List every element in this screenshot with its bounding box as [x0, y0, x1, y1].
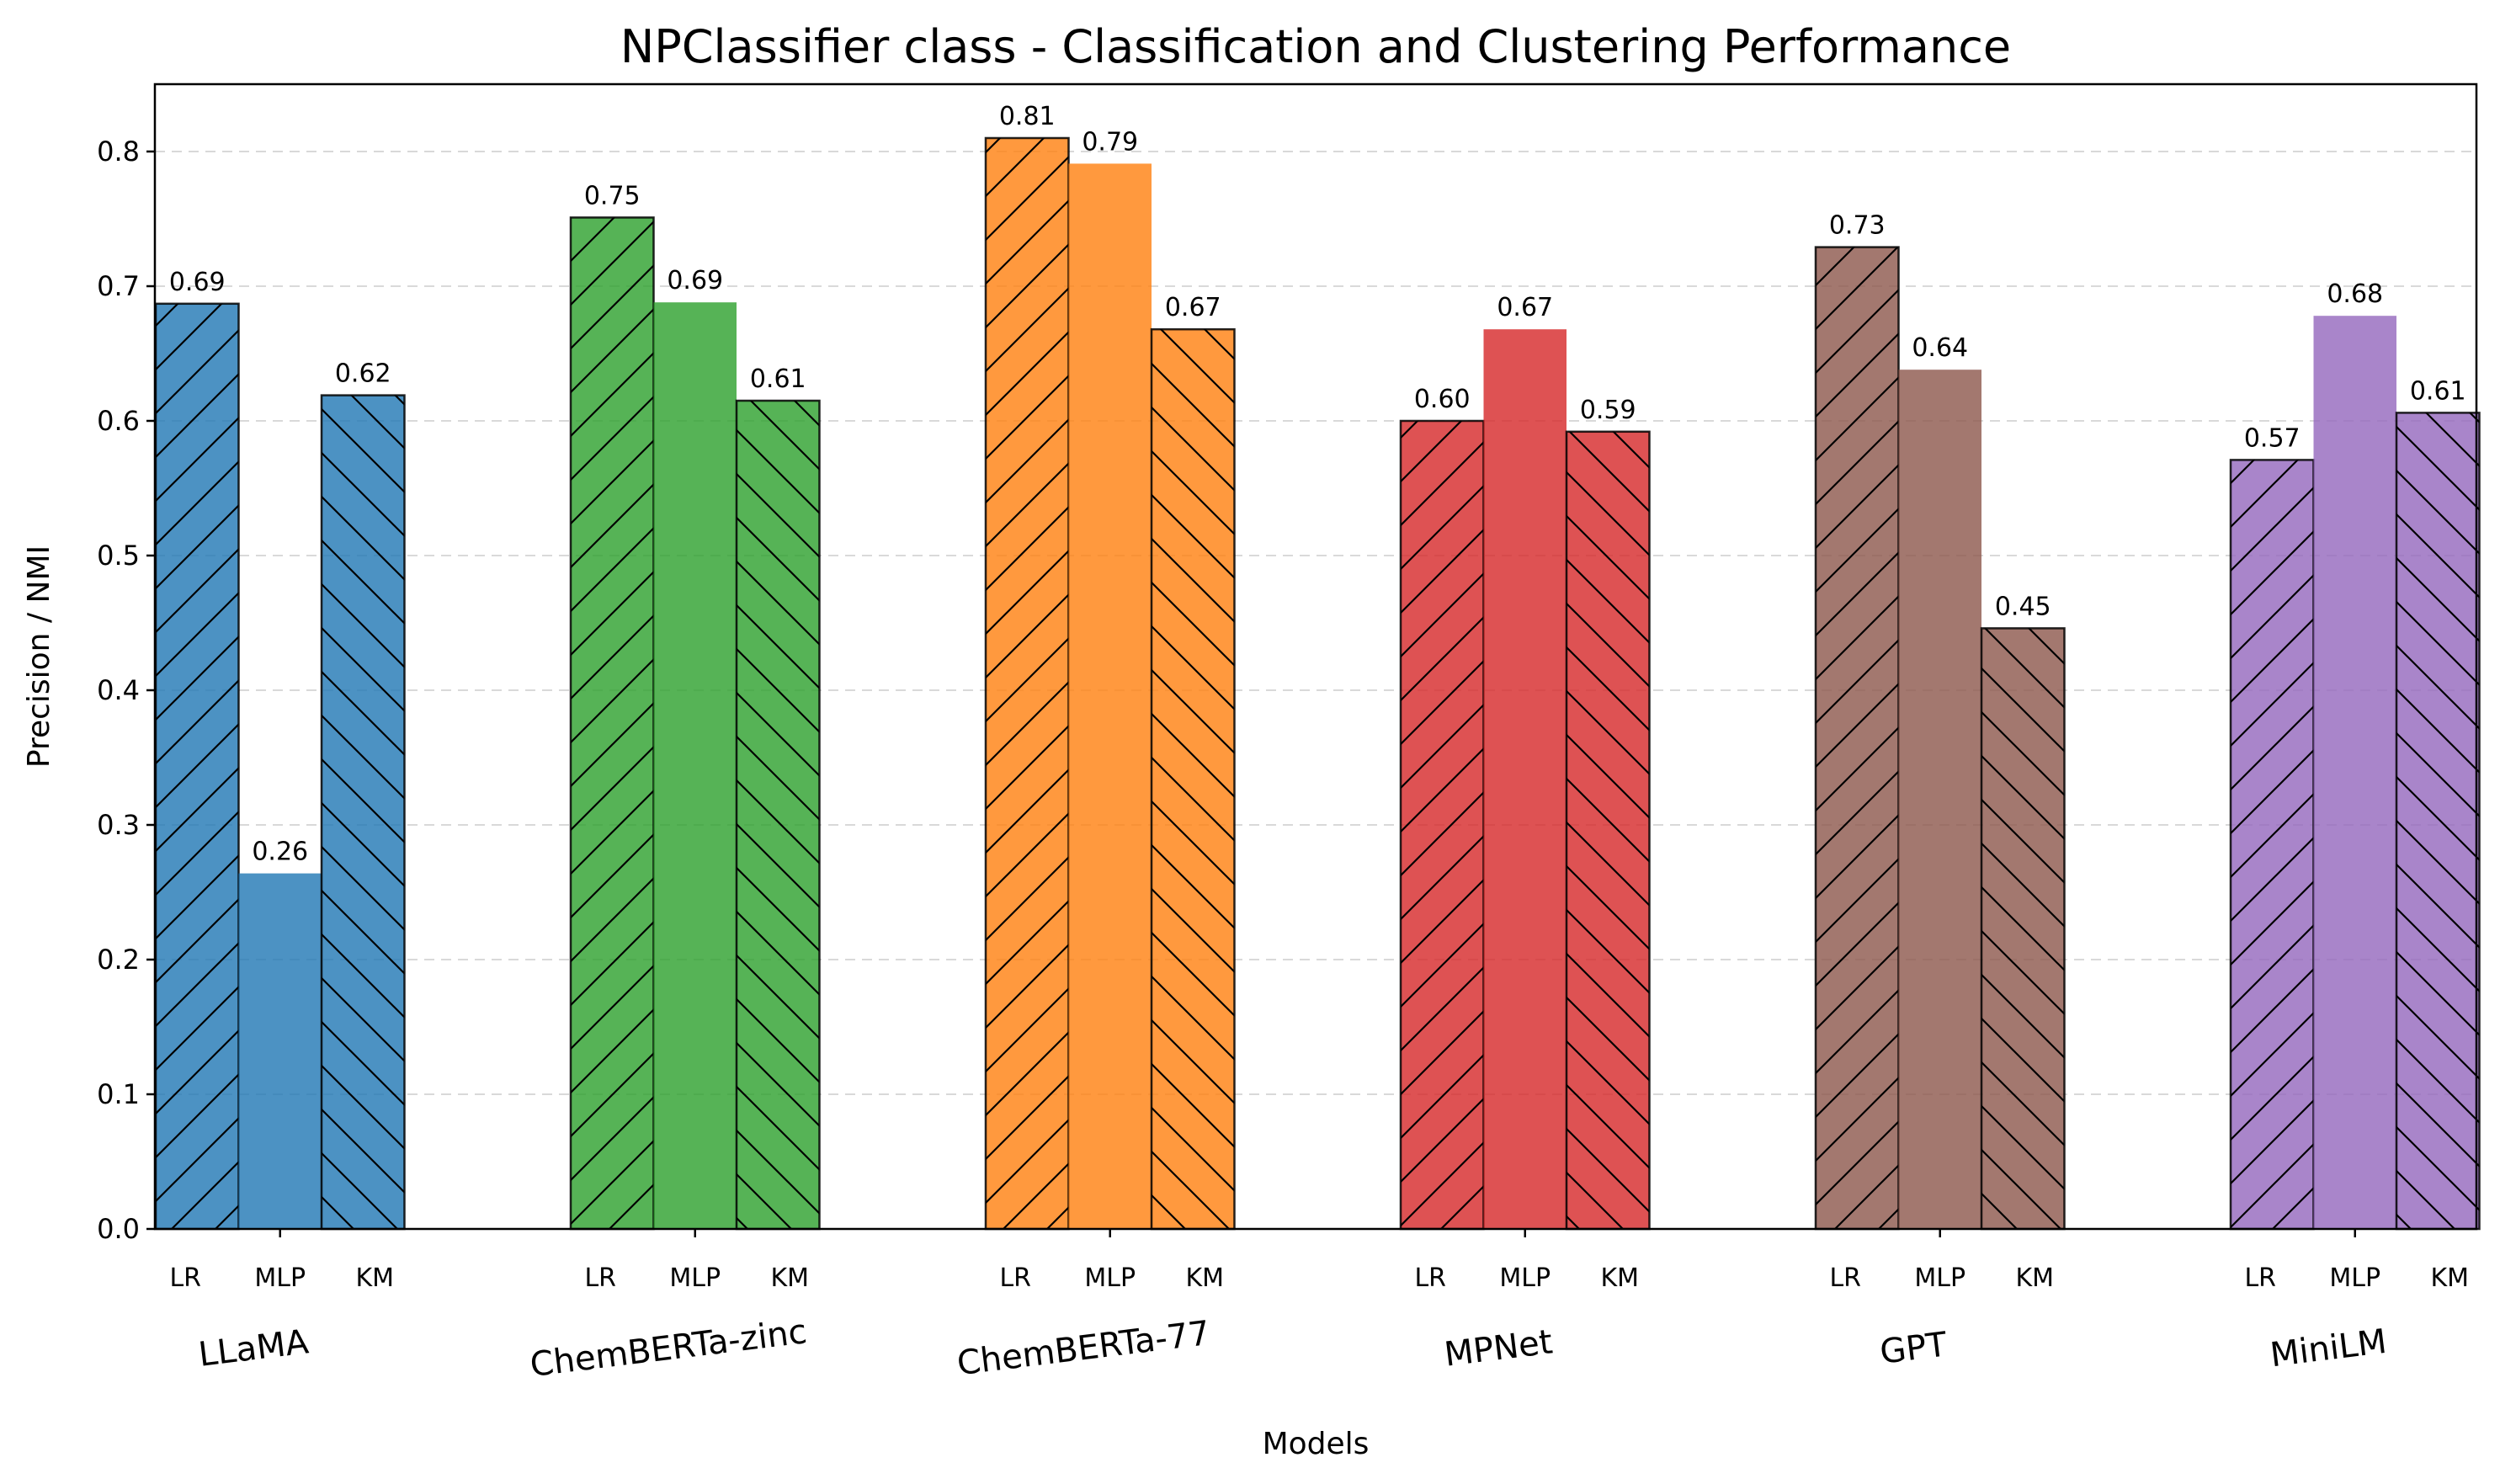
value-label: 0.75: [584, 181, 641, 210]
value-label: 0.79: [1082, 127, 1138, 157]
method-tick-label: MLP: [1914, 1263, 1965, 1293]
value-label: 0.62: [335, 359, 391, 389]
bar-chemberta-77-mlp: [1068, 163, 1152, 1229]
method-tick-label: LR: [1414, 1263, 1446, 1293]
method-tick-label: KM: [1185, 1263, 1224, 1293]
method-tick-label: MLP: [254, 1263, 306, 1293]
value-label: 0.26: [252, 838, 308, 867]
model-label: ChemBERTa-zinc: [528, 1312, 809, 1385]
value-label: 0.57: [2244, 423, 2301, 453]
method-tick-label: LR: [169, 1263, 201, 1293]
bar-llama-mlp: [238, 873, 322, 1229]
gridlines: [155, 151, 2476, 1095]
bar-chemberta-zinc-mlp: [653, 302, 737, 1230]
bar-hatch: [737, 401, 820, 1229]
value-label: 0.61: [2410, 376, 2466, 406]
method-tick-label: KM: [2430, 1263, 2469, 1293]
plot-frame: [153, 82, 2478, 1231]
method-tick-label: LR: [2244, 1263, 2276, 1293]
bar-mpnet-mlp: [1483, 329, 1566, 1230]
bar-hatch: [1152, 329, 1235, 1230]
method-tick-label: MLP: [669, 1263, 721, 1293]
y-tick-label: 0.5: [97, 540, 140, 572]
value-label: 0.69: [667, 266, 723, 295]
model-label: LLaMA: [196, 1322, 311, 1375]
y-tick-label: 0.0: [97, 1213, 140, 1245]
chart-title: NPClassifier class - Classification and …: [620, 20, 2011, 73]
bar-hatch: [1566, 431, 1650, 1229]
y-tick-label: 0.1: [97, 1078, 140, 1110]
method-tick-label: LR: [584, 1263, 616, 1293]
bar-hatch: [2396, 412, 2480, 1229]
method-tick-label: KM: [355, 1263, 394, 1293]
value-label: 0.67: [1165, 293, 1221, 322]
bars: [154, 136, 2481, 1231]
model-label: ChemBERTa-77: [955, 1314, 1211, 1383]
value-label: 0.81: [999, 102, 1056, 131]
value-label: 0.68: [2327, 279, 2383, 309]
bar-gpt-mlp: [1898, 370, 1981, 1229]
bar-hatch: [1816, 247, 1899, 1230]
bar-hatch: [986, 138, 1069, 1229]
model-label: MPNet: [1442, 1322, 1555, 1374]
y-tick-label: 0.4: [97, 674, 140, 706]
model-label: GPT: [1878, 1325, 1949, 1371]
y-tick-label: 0.2: [97, 944, 140, 976]
value-label: 0.69: [169, 268, 226, 297]
method-tick-label: KM: [2015, 1263, 2054, 1293]
bar-hatch: [571, 217, 654, 1229]
y-tick-label: 0.7: [97, 270, 140, 302]
bar-hatch: [2231, 460, 2314, 1229]
method-tick-label: MLP: [2329, 1263, 2380, 1293]
y-tick-label: 0.3: [97, 809, 140, 841]
method-tick-label: MLP: [1499, 1263, 1551, 1293]
bar-hatch: [156, 303, 239, 1229]
x-axis: LR MLP KM LLaMA LR MLP KM ChemBERTa-zinc LR MLP KM…: [169, 1229, 2469, 1385]
model-label: MiniLM: [2268, 1322, 2388, 1375]
value-label: 0.73: [1829, 211, 1886, 241]
value-label: 0.61: [750, 364, 806, 394]
method-tick-label: LR: [1829, 1263, 1861, 1293]
bar-hatch: [1401, 421, 1484, 1229]
value-label: 0.60: [1414, 385, 1471, 414]
y-tick-label: 0.6: [97, 405, 140, 437]
value-label: 0.64: [1912, 333, 1968, 363]
value-label: 0.45: [1995, 592, 2051, 621]
method-tick-label: KM: [1600, 1263, 1639, 1293]
value-label: 0.59: [1580, 396, 1636, 425]
method-tick-label: KM: [770, 1263, 809, 1293]
y-axis: 0.0 0.1 0.2 0.3 0.4 0.5 0.6 0.7 0.8: [97, 136, 155, 1245]
value-labels: 0.69 0.26 0.62 0.75 0.69 0.61 0.81 0.79 0.67 0.60…: [169, 102, 2466, 867]
bar-hatch: [1981, 628, 2065, 1229]
y-axis-label: Precision / NMI: [22, 545, 56, 768]
method-tick-label: MLP: [1084, 1263, 1136, 1293]
bar-hatch: [322, 395, 405, 1230]
y-tick-label: 0.8: [97, 136, 140, 168]
method-tick-label: LR: [999, 1263, 1031, 1293]
bar-minilm-mlp: [2313, 316, 2396, 1230]
value-label: 0.67: [1497, 293, 1553, 322]
x-axis-label: Models: [1263, 1427, 1370, 1461]
